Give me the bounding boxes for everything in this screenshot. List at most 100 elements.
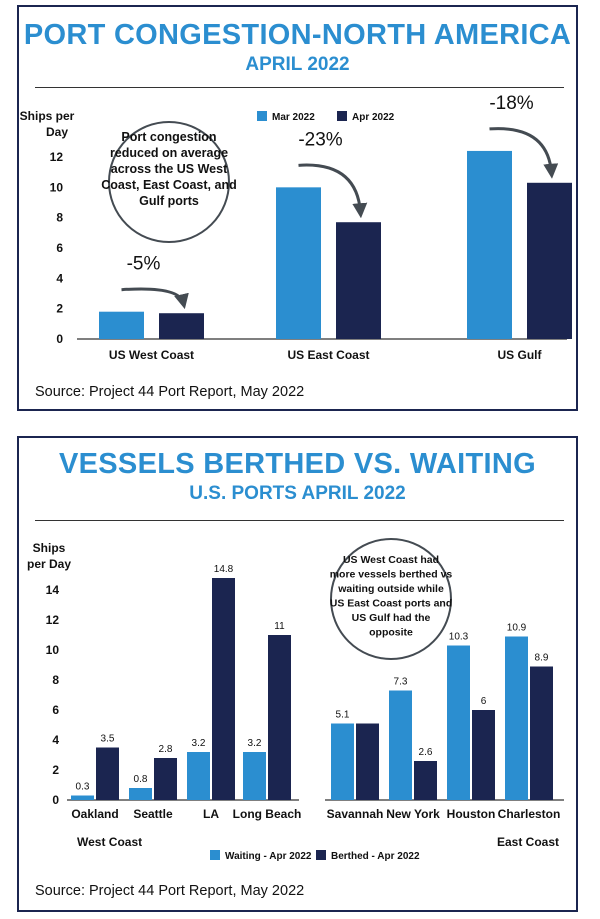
- chart1-category-label: US West Coast: [109, 348, 194, 362]
- chart1-bar: [467, 150, 512, 339]
- chart2-bar: [414, 761, 437, 800]
- chart2-bar: [268, 635, 291, 800]
- chart2-ytick-label: 10: [46, 643, 60, 657]
- chart2-bar: [212, 578, 235, 800]
- chart2-annotation-circle: [330, 538, 452, 660]
- chart1-subtitle: APRIL 2022: [245, 54, 350, 75]
- chart2-ytick-label: 14: [46, 583, 60, 597]
- chart2-bar: [243, 752, 266, 800]
- chart2-data-label: 0.8: [134, 774, 148, 785]
- chart2-bar: [71, 795, 94, 800]
- chart1-category-label: US Gulf: [498, 348, 543, 362]
- chart1-bar: [159, 313, 204, 339]
- chart1-change-label: -18%: [489, 93, 533, 114]
- chart2-ytick-label: 6: [52, 703, 59, 717]
- chart1-change-label: -5%: [127, 254, 161, 275]
- chart2-data-label: 3.5: [101, 734, 115, 745]
- chart2-title-rule: [35, 520, 564, 521]
- vessels-berthed-panel: VESSELS BERTHED VS. WAITING U.S. PORTS A…: [17, 436, 578, 912]
- chart2-bar: [472, 710, 495, 800]
- chart1-ytick-label: 6: [56, 241, 63, 255]
- chart2-legend-swatch: [210, 850, 220, 860]
- chart2-plot: Ships per Day 0 2 4 6 8 10 12 14 0.3 3.5 Oakland 0.8 2…: [27, 538, 564, 862]
- chart1-bar: [527, 182, 572, 339]
- chart1-legend-label: Apr 2022: [352, 112, 395, 123]
- chart1-annotation-circle: [108, 121, 230, 243]
- chart2-ylabel-line-0: Ships: [33, 541, 66, 555]
- chart1-bar: [276, 187, 321, 339]
- chart2-data-label: 11: [274, 621, 285, 632]
- chart2-source: Source: Project 44 Port Report, May 2022: [35, 883, 305, 899]
- port-congestion-panel: PORT CONGESTION-NORTH AMERICA APRIL 2022…: [17, 5, 578, 411]
- chart2-category-label: Houston: [447, 807, 496, 821]
- chart2-data-label: 3.2: [192, 738, 206, 749]
- chart1-ylabel-line-1: Day: [46, 125, 68, 139]
- chart2-title: VESSELS BERTHED VS. WAITING: [59, 448, 536, 480]
- chart2-bar: [129, 788, 152, 800]
- chart1-change-arrow: [121, 287, 189, 310]
- chart2-subtitle: U.S. PORTS APRIL 2022: [189, 483, 406, 504]
- chart1-annotation-line-3: Coast, East Coast, and: [101, 178, 236, 192]
- chart2-group-label-west: West Coast: [77, 835, 142, 849]
- chart2-ytick-label: 8: [52, 673, 59, 687]
- chart2-bar: [505, 636, 528, 800]
- chart1-change-label: -23%: [298, 129, 342, 150]
- chart2-bar: [356, 723, 379, 800]
- chart2-ytick-label: 2: [52, 763, 59, 777]
- chart1-title: PORT CONGESTION-NORTH AMERICA: [23, 19, 572, 51]
- chart2-data-label: 5.1: [336, 710, 350, 721]
- chart1-ytick-label: 2: [56, 302, 63, 316]
- chart1-ytick-label: 10: [50, 180, 64, 194]
- chart2-group-label-east: East Coast: [497, 835, 559, 849]
- chart2-annotation-line-4: US Gulf had the: [352, 612, 431, 624]
- chart2-category-label: LA: [203, 807, 219, 821]
- chart1-ytick-label: 12: [50, 150, 64, 164]
- chart1-annotation-line-2: across the US West: [111, 162, 228, 176]
- chart2-ylabel-line-1: per Day: [27, 557, 71, 571]
- chart2-category-label: Long Beach: [233, 807, 302, 821]
- chart2-bar: [331, 723, 354, 800]
- chart2-bar: [389, 690, 412, 800]
- chart2-category-label: Oakland: [71, 807, 118, 821]
- chart2-category-label: New York: [386, 807, 440, 821]
- chart1-source: Source: Project 44 Port Report, May 2022: [35, 384, 305, 400]
- chart1-annotation-line-0: Port congestion: [121, 130, 216, 144]
- chart2-bar: [154, 758, 177, 800]
- chart1-bar: [99, 311, 144, 339]
- chart1-ytick-label: 8: [56, 211, 63, 225]
- chart2-legend-swatch: [316, 850, 326, 860]
- chart2-category-label: Savannah: [327, 807, 384, 821]
- chart2-data-label: 3.2: [248, 738, 262, 749]
- chart1-category-label: US East Coast: [287, 348, 369, 362]
- chart1-ytick-label: 0: [56, 332, 63, 346]
- chart2-data-label: 2.6: [419, 747, 433, 758]
- chart1-title-rule: [35, 87, 564, 88]
- chart1-bar: [336, 222, 381, 339]
- chart1-legend-swatch: [337, 111, 347, 121]
- chart1-legend-label: Mar 2022: [272, 112, 315, 123]
- chart2-legend-label: Berthed - Apr 2022: [331, 851, 420, 862]
- chart2-annotation-line-2: waiting outside while: [337, 583, 444, 595]
- chart2-annotation-line-0: US West Coast had: [343, 554, 439, 566]
- chart2-data-label: 6: [481, 696, 487, 707]
- chart1-change-arrow: [298, 163, 368, 219]
- chart1-legend-swatch: [257, 111, 267, 121]
- chart2-bar: [530, 666, 553, 800]
- chart2-category-label: Charleston: [498, 807, 561, 821]
- chart1-annotation-line-1: reduced on average: [110, 146, 228, 160]
- chart2-ytick-label: 4: [52, 733, 59, 747]
- chart2-ytick-label: 0: [52, 793, 59, 807]
- chart2-bar: [447, 645, 470, 800]
- chart2-ytick-label: 12: [46, 613, 60, 627]
- chart2-bar: [187, 752, 210, 800]
- chart1-ytick-label: 4: [56, 271, 63, 285]
- chart1-ylabel-line-0: Ships per: [20, 109, 75, 123]
- chart2-data-label: 2.8: [159, 744, 173, 755]
- chart1-plot: Ships per Day 0 2 4 6 8 10 12 Mar 2022 Apr 2022 US …: [20, 93, 572, 362]
- chart2-data-label: 14.8: [214, 564, 234, 575]
- chart2-annotation-line-5: opposite: [369, 627, 413, 639]
- chart2-annotation-line-1: more vessels berthed vs: [330, 569, 453, 581]
- chart2-category-label: Seattle: [133, 807, 173, 821]
- chart2-bar: [96, 747, 119, 800]
- chart2-legend-label: Waiting - Apr 2022: [225, 851, 312, 862]
